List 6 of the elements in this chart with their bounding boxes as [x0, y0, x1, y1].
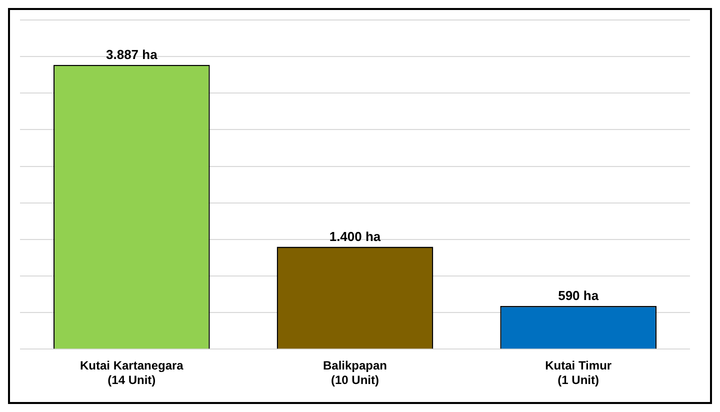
x-tick-label: Balikpapan (10 Unit) [322, 358, 388, 388]
x-tick-label: Kutai Timur (1 Unit) [545, 358, 612, 388]
data-label: 590 ha [558, 288, 600, 304]
data-label: 3.887 ha [106, 46, 158, 62]
data-label: 1.400 ha [329, 228, 382, 244]
x-tick-label: Kutai Kartanegara (14 Unit) [80, 358, 184, 388]
